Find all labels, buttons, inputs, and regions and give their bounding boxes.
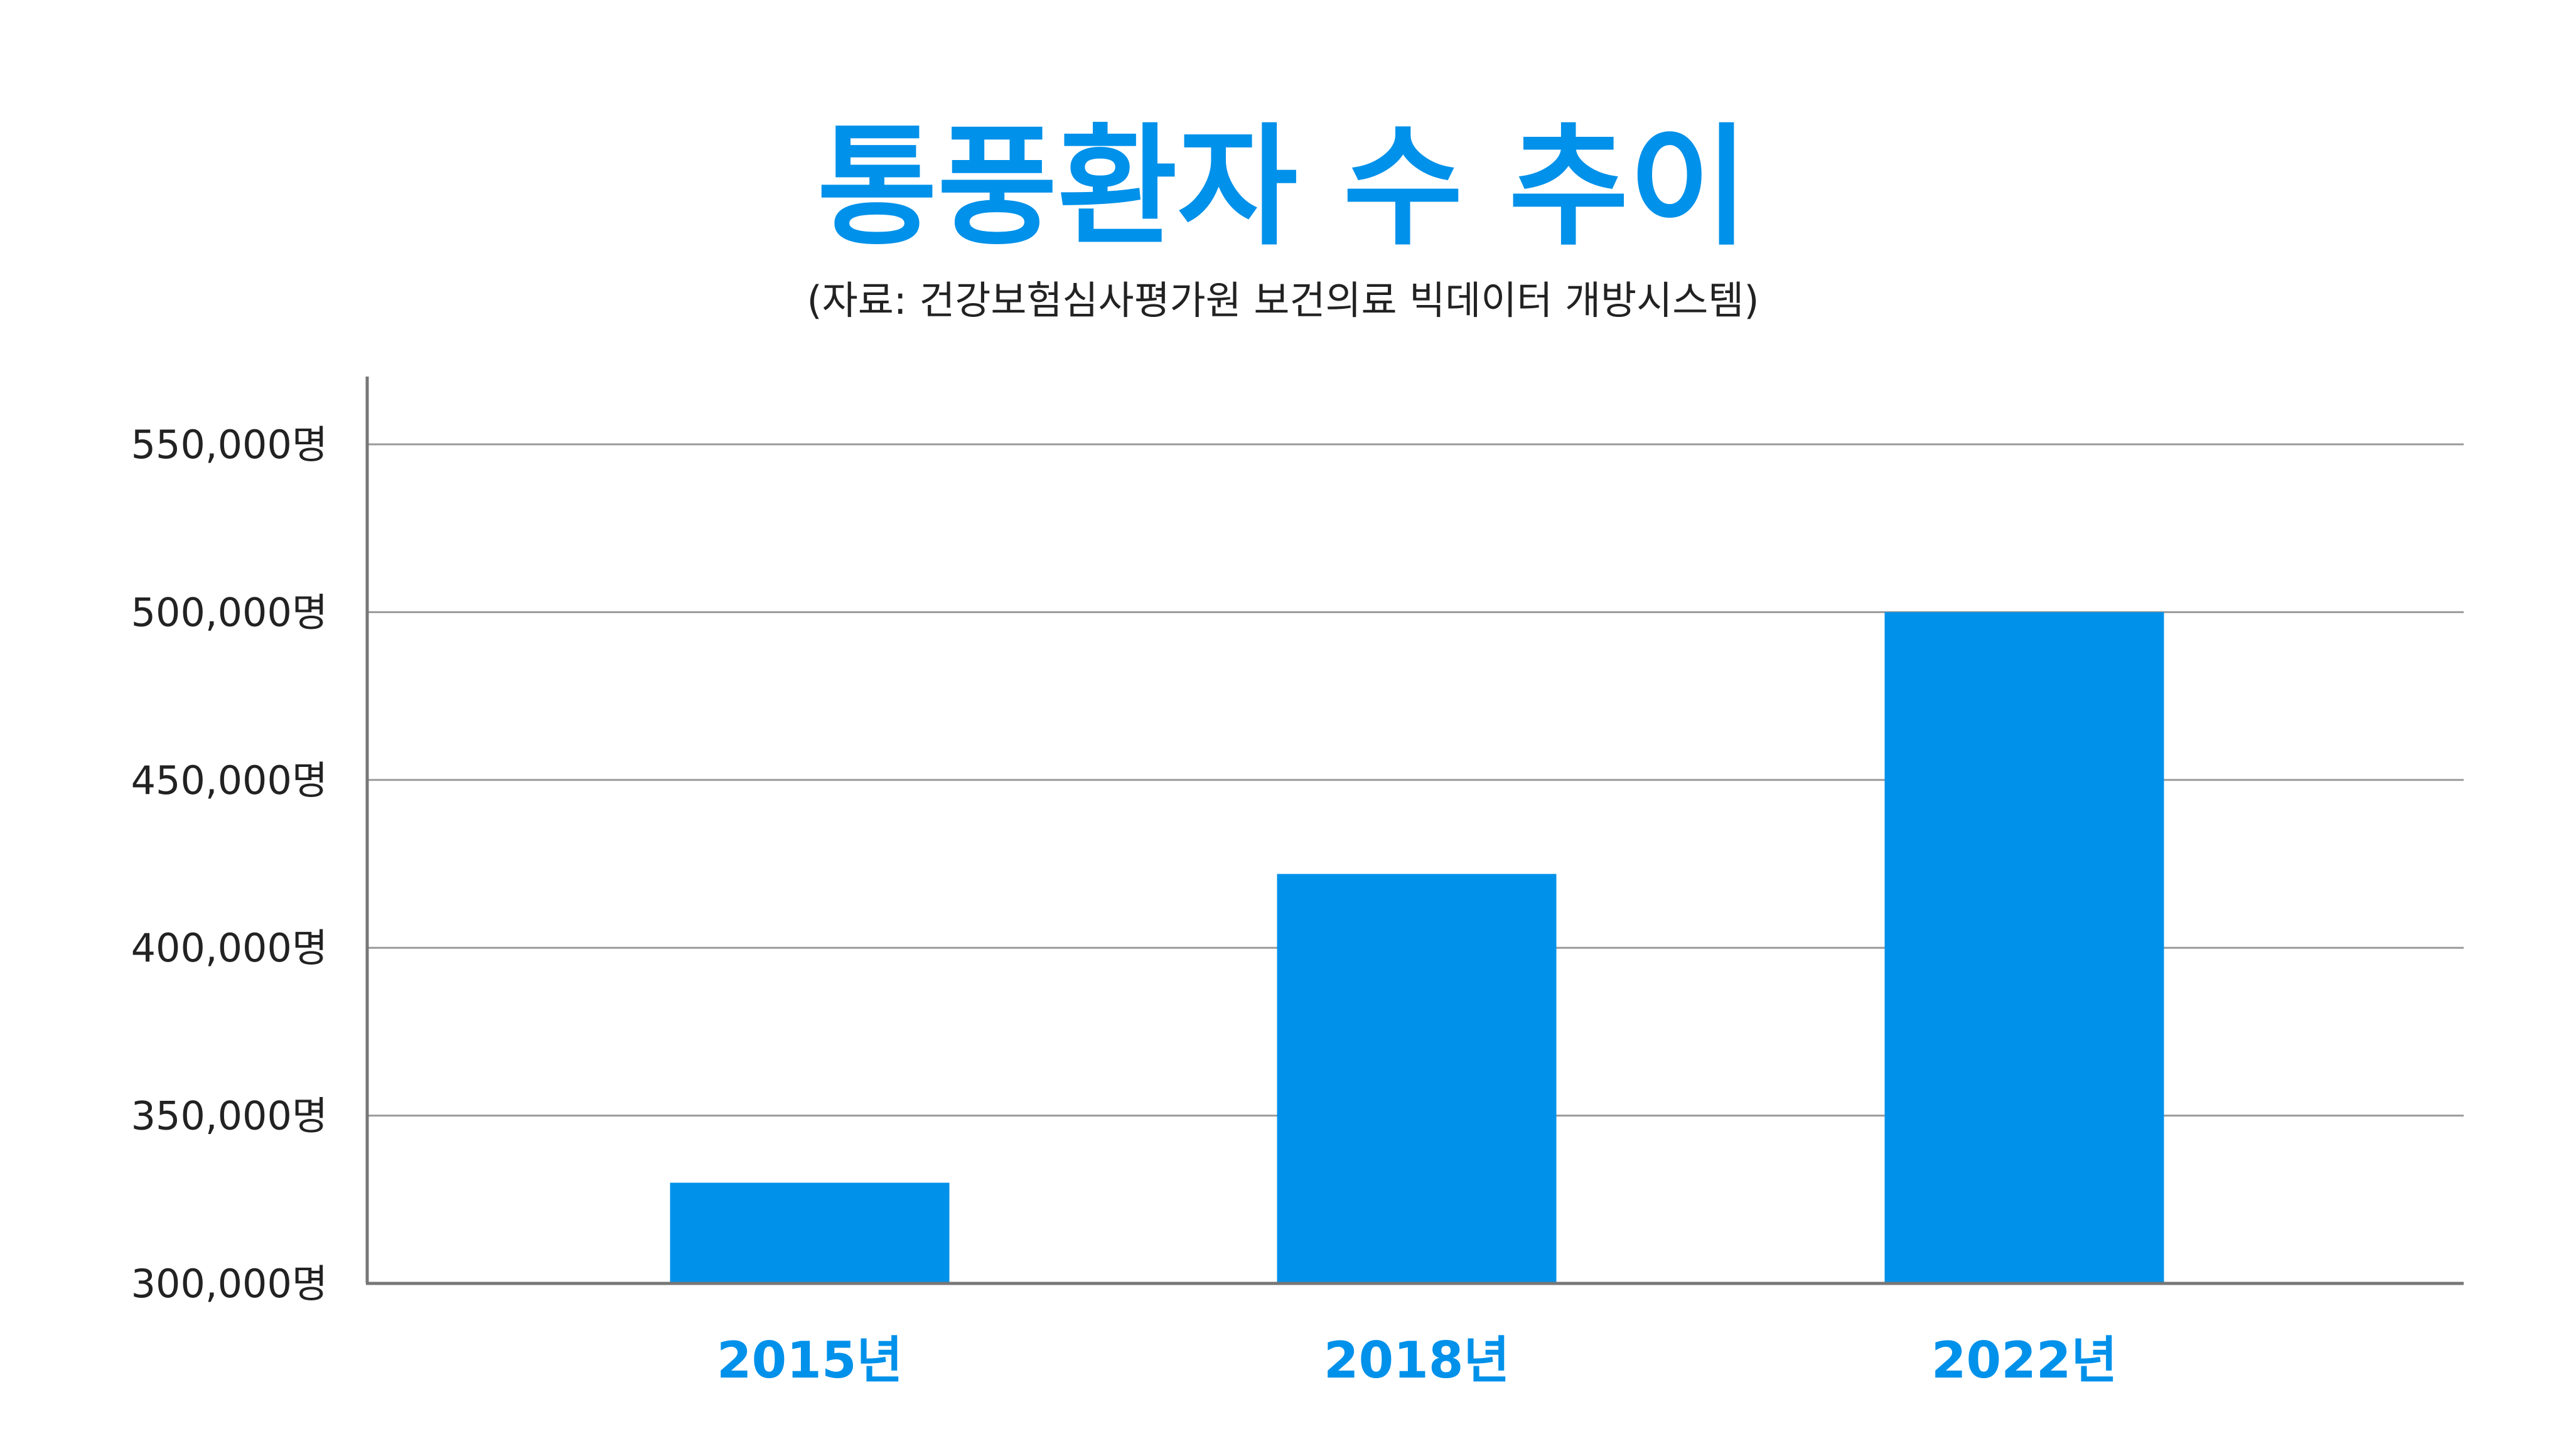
axes xyxy=(365,377,2464,1285)
y-tick-label-0: 300,000명 xyxy=(131,1261,328,1307)
y-tick-label-1: 350,000명 xyxy=(131,1093,328,1139)
y-tick-label-4: 500,000명 xyxy=(131,589,328,635)
bar-0 xyxy=(670,1182,950,1283)
x-tick-label-0: 2015년 xyxy=(717,1331,903,1389)
bar-2 xyxy=(1884,612,2164,1283)
x-tick-label-2: 2022년 xyxy=(1931,1331,2117,1389)
bars xyxy=(670,612,2164,1283)
y-tick-label-2: 400,000명 xyxy=(131,925,328,971)
x-tick-label-1: 2018년 xyxy=(1324,1331,1510,1389)
y-axis-tick-labels: 300,000명 350,000명 400,000명 450,000명 500,000명… xyxy=(131,422,328,1307)
chart-subtitle: (자료: 건강보험심사평가원 보건의료 빅데이터 개방시스템) xyxy=(807,277,1759,323)
y-tick-label-5: 550,000명 xyxy=(131,422,328,468)
bar-1 xyxy=(1277,874,1557,1283)
chart-title: 통풍환자 수 추이 xyxy=(817,112,1749,264)
y-tick-label-3: 450,000명 xyxy=(131,757,328,803)
x-axis-tick-labels: 2015년 2018년 2022년 xyxy=(717,1331,2117,1389)
